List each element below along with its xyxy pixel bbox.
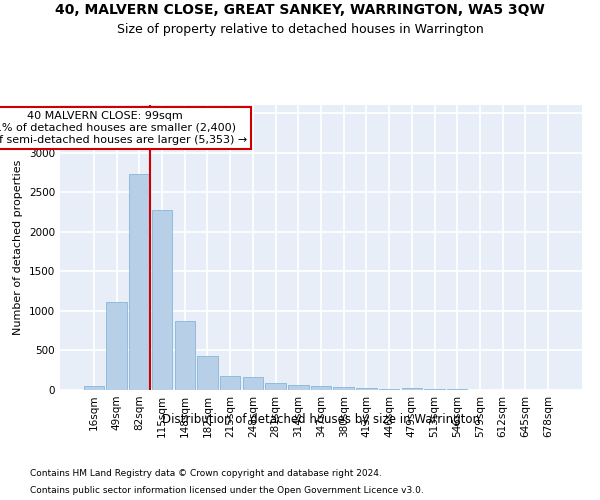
Bar [401,388,422,390]
Text: Size of property relative to detached houses in Warrington: Size of property relative to detached ho… [116,22,484,36]
Bar [265,383,286,390]
Bar [106,302,127,390]
Bar [356,388,377,390]
Text: Distribution of detached houses by size in Warrington: Distribution of detached houses by size … [162,412,480,426]
Bar [334,387,354,390]
Bar [197,356,218,390]
Bar [175,321,195,390]
Bar [311,386,331,390]
Bar [424,389,445,390]
Bar [242,377,263,390]
Text: Contains public sector information licensed under the Open Government Licence v3: Contains public sector information licen… [30,486,424,495]
Bar [152,210,172,390]
Bar [220,376,241,390]
Bar [84,386,104,390]
Bar [288,385,308,390]
Text: Contains HM Land Registry data © Crown copyright and database right 2024.: Contains HM Land Registry data © Crown c… [30,468,382,477]
Text: 40 MALVERN CLOSE: 99sqm
← 31% of detached houses are smaller (2,400)
68% of semi: 40 MALVERN CLOSE: 99sqm ← 31% of detache… [0,112,247,144]
Bar [129,174,149,390]
Y-axis label: Number of detached properties: Number of detached properties [13,160,23,335]
Bar [379,389,400,390]
Text: 40, MALVERN CLOSE, GREAT SANKEY, WARRINGTON, WA5 3QW: 40, MALVERN CLOSE, GREAT SANKEY, WARRING… [55,2,545,16]
